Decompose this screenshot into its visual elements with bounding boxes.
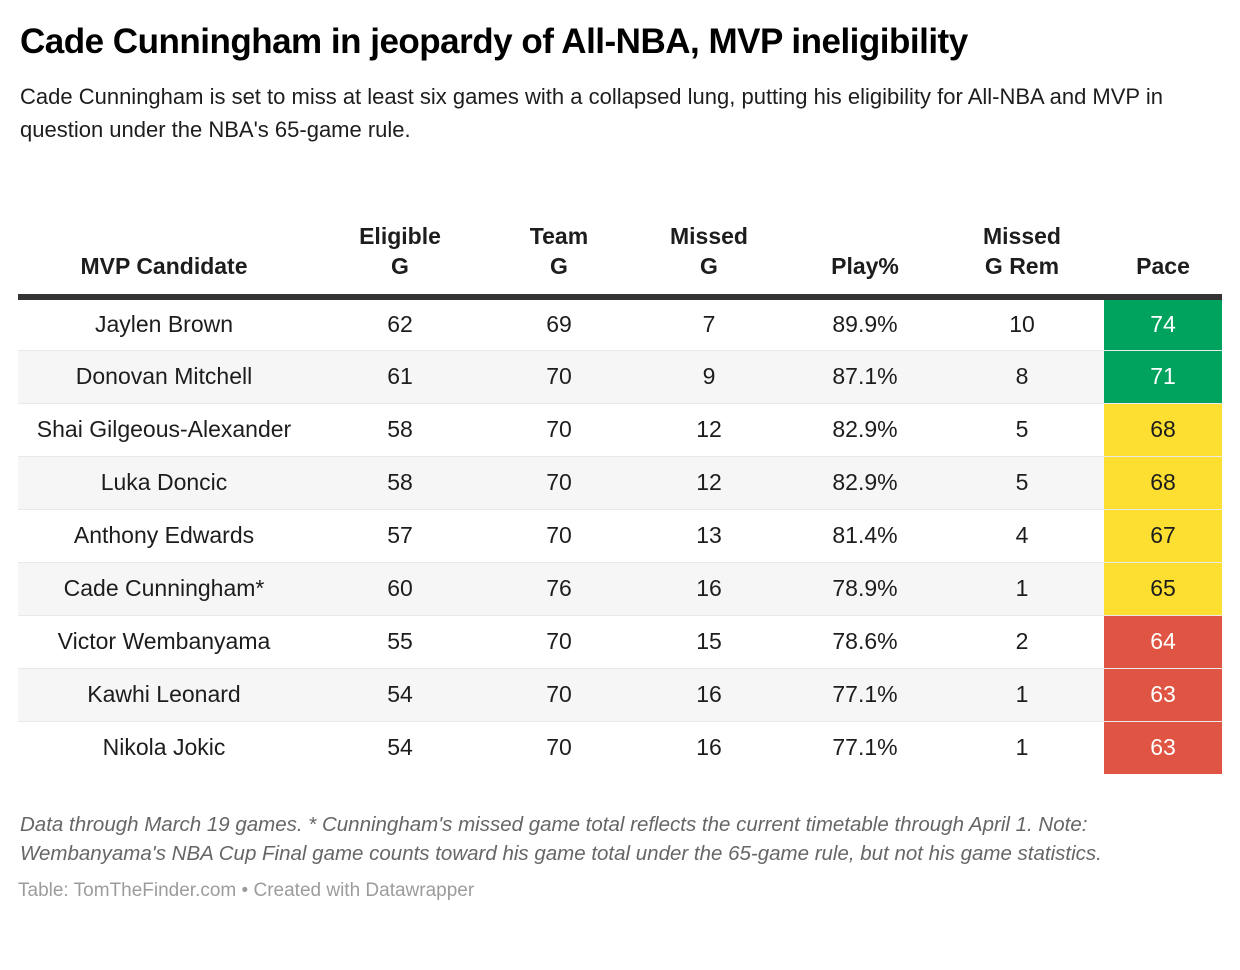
- table-row: Kawhi Leonard 54 70 16 77.1% 1 63: [18, 667, 1222, 722]
- cell-missed_g: 12: [628, 455, 790, 510]
- cell-play_pct: 82.9%: [790, 455, 940, 510]
- table-row: Cade Cunningham* 60 76 16 78.9% 1 65: [18, 561, 1222, 616]
- table-row: Nikola Jokic 54 70 16 77.1% 1 63: [18, 720, 1222, 775]
- cell-missed_g_rem: 2: [940, 614, 1104, 669]
- cell-missed_g_rem: 1: [940, 561, 1104, 616]
- cell-candidate: Jaylen Brown: [94, 311, 234, 338]
- column-header-candidate: MVP Candidate: [18, 188, 310, 301]
- cell-play_pct: 77.1%: [790, 667, 940, 722]
- pace-heatmap-cell: 68: [1104, 402, 1222, 457]
- cell-eligible_g: 58: [310, 455, 490, 510]
- pace-heatmap-cell: 71: [1104, 349, 1222, 404]
- table-row: Jaylen Brown 62 69 7 89.9% 10 74: [18, 297, 1222, 351]
- cell-candidate: Cade Cunningham*: [18, 561, 310, 616]
- pace-heatmap-cell: 64: [1104, 614, 1222, 669]
- cell-missed_g: 9: [628, 349, 790, 404]
- datawrapper-credit-link[interactable]: Created with Datawrapper: [253, 880, 475, 902]
- cell-missed_g_rem: 1: [940, 667, 1104, 722]
- cell-eligible_g: 62: [387, 311, 413, 338]
- cell-play_pct: 81.4%: [790, 508, 940, 563]
- cell-team_g: 70: [490, 508, 628, 563]
- cell-play_pct: 78.9%: [790, 561, 940, 616]
- cell-team_g: 70: [490, 667, 628, 722]
- pace-heatmap-cell: 63: [1104, 667, 1222, 722]
- table-head-row: MVP Candidate Eligible G Team G Missed G Pla…: [18, 188, 1222, 301]
- pace-heatmap-cell: 63: [1104, 720, 1222, 775]
- cell-team_g: 76: [490, 561, 628, 616]
- cell-candidate: Nikola Jokic: [18, 720, 310, 775]
- caption-prefix: Table:: [18, 880, 74, 902]
- cell-candidate: Victor Wembanyama: [18, 614, 310, 669]
- cell-candidate: Shai Gilgeous-Alexander: [18, 402, 310, 457]
- pace-heatmap-cell: 65: [1104, 561, 1222, 616]
- cell-missed_g: 12: [628, 402, 790, 457]
- cell-candidate: Kawhi Leonard: [18, 667, 310, 722]
- cell-eligible_g: 55: [310, 614, 490, 669]
- source-link[interactable]: TomTheFinder.com: [73, 880, 237, 902]
- table-row: Luka Doncic 58 70 12 82.9% 5 68: [18, 455, 1222, 510]
- cell-missed_g_rem: 5: [940, 402, 1104, 457]
- cell-team_g: 70: [490, 614, 628, 669]
- pace-heatmap-cell: 74: [1104, 297, 1222, 351]
- cell-missed_g: 13: [628, 508, 790, 563]
- pace-heatmap-cell: 67: [1104, 508, 1222, 563]
- page-title: Cade Cunningham in jeopardy of All-NBA, …: [20, 22, 968, 61]
- table-row: Anthony Edwards 57 70 13 81.4% 4 67: [18, 508, 1222, 563]
- cell-missed_g: 15: [628, 614, 790, 669]
- column-header-team_g: Team G: [490, 188, 628, 301]
- subtitle: Cade Cunningham is set to miss at least …: [20, 84, 1163, 143]
- table-row: Donovan Mitchell 61 70 9 87.1% 8 71: [18, 349, 1222, 404]
- cell-missed_g: 16: [628, 561, 790, 616]
- cell-eligible_g: 54: [310, 720, 490, 775]
- cell-eligible_g: 61: [310, 349, 490, 404]
- cell-missed_g: 16: [628, 720, 790, 775]
- source-caption: Table: TomTheFinder.com • Created with D…: [18, 880, 1222, 902]
- table-row: Victor Wembanyama 55 70 15 78.6% 2 64: [18, 614, 1222, 669]
- cell-team_g: 69: [546, 311, 572, 338]
- column-header-play_pct: Play%: [790, 188, 940, 301]
- cell-missed_g_rem: 8: [940, 349, 1104, 404]
- cell-team_g: 70: [490, 402, 628, 457]
- datawrapper-table-card: Cade Cunningham in jeopardy of All-NBA, …: [0, 22, 1240, 902]
- cell-eligible_g: 58: [310, 402, 490, 457]
- cell-missed_g_rem: 1: [940, 720, 1104, 775]
- cell-missed_g: 7: [702, 311, 716, 338]
- cell-team_g: 70: [490, 720, 628, 775]
- cell-eligible_g: 57: [310, 508, 490, 563]
- cell-missed_g_rem: 5: [940, 455, 1104, 510]
- cell-play_pct: 78.6%: [790, 614, 940, 669]
- cell-play_pct: 77.1%: [790, 720, 940, 775]
- pace-heatmap-cell: 68: [1104, 455, 1222, 510]
- column-header-pace: Pace: [1104, 188, 1222, 301]
- table-row: Shai Gilgeous-Alexander 58 70 12 82.9% 5 68: [18, 402, 1222, 457]
- cell-play_pct: 89.9%: [832, 311, 898, 338]
- cell-missed_g: 16: [628, 667, 790, 722]
- cell-candidate: Luka Doncic: [18, 455, 310, 510]
- cell-team_g: 70: [490, 455, 628, 510]
- cell-eligible_g: 54: [310, 667, 490, 722]
- cell-play_pct: 87.1%: [790, 349, 940, 404]
- column-header-missed_g: Missed G: [628, 188, 790, 301]
- cell-missed_g_rem: 10: [1009, 311, 1035, 338]
- cell-missed_g_rem: 4: [940, 508, 1104, 563]
- mvp-pace-table: MVP Candidate Eligible G Team G Missed G Pla…: [18, 188, 1222, 775]
- cell-candidate: Donovan Mitchell: [18, 349, 310, 404]
- cell-candidate: Anthony Edwards: [18, 508, 310, 563]
- footnote: Data through March 19 games. * Cunningha…: [20, 813, 1102, 866]
- caption-separator: •: [236, 880, 254, 902]
- cell-play_pct: 82.9%: [790, 402, 940, 457]
- column-header-missed_g_rem: Missed G Rem: [940, 188, 1104, 301]
- cell-eligible_g: 60: [310, 561, 490, 616]
- column-header-eligible_g: Eligible G: [310, 188, 490, 301]
- cell-team_g: 70: [490, 349, 628, 404]
